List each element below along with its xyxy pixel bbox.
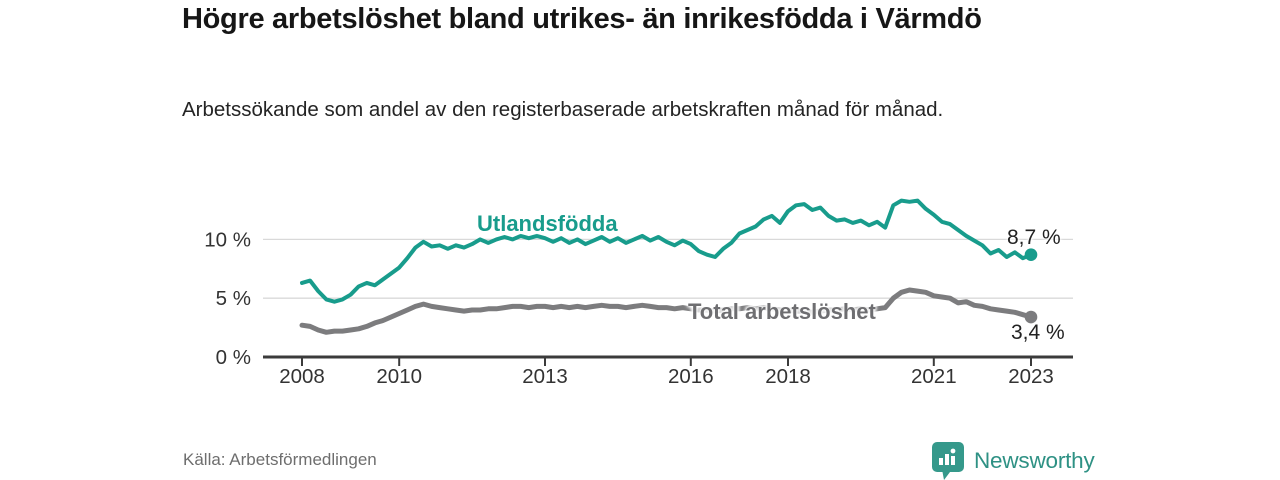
brand-logo: Newsworthy bbox=[932, 442, 1095, 480]
end-value-total-arbetsloshet: 3,4 % bbox=[1011, 321, 1065, 344]
series-line bbox=[299, 287, 1034, 335]
y-tick-label: 5 % bbox=[216, 287, 251, 310]
end-value-utlandsfodda: 8,7 % bbox=[1007, 226, 1061, 249]
x-tick-label: 2023 bbox=[1008, 365, 1054, 388]
chart-subtitle: Arbetssökande som andel av den registerb… bbox=[182, 98, 944, 121]
x-tick-label: 2013 bbox=[522, 365, 568, 388]
chart-title: Högre arbetslöshet bland utrikes- än inr… bbox=[182, 3, 982, 35]
brand-name: Newsworthy bbox=[974, 448, 1095, 473]
newsworthy-barchart-pin-icon bbox=[932, 442, 965, 480]
x-tick-label: 2008 bbox=[279, 365, 325, 388]
source-text: Källa: Arbetsförmedlingen bbox=[183, 450, 377, 469]
series-end-dot bbox=[1024, 248, 1038, 261]
y-tick-label: 0 % bbox=[216, 346, 251, 369]
x-tick-label: 2018 bbox=[765, 365, 811, 388]
x-tick-label: 2016 bbox=[668, 365, 714, 388]
series-label-total-arbetsloshet: Total arbetslöshet bbox=[688, 299, 876, 324]
series-label-utlandsfodda: Utlandsfödda bbox=[477, 211, 618, 236]
y-tick-label: 10 % bbox=[204, 228, 251, 251]
x-tick-label: 2010 bbox=[376, 365, 422, 388]
x-tick-label: 2021 bbox=[911, 365, 957, 388]
series-line bbox=[300, 198, 1033, 304]
